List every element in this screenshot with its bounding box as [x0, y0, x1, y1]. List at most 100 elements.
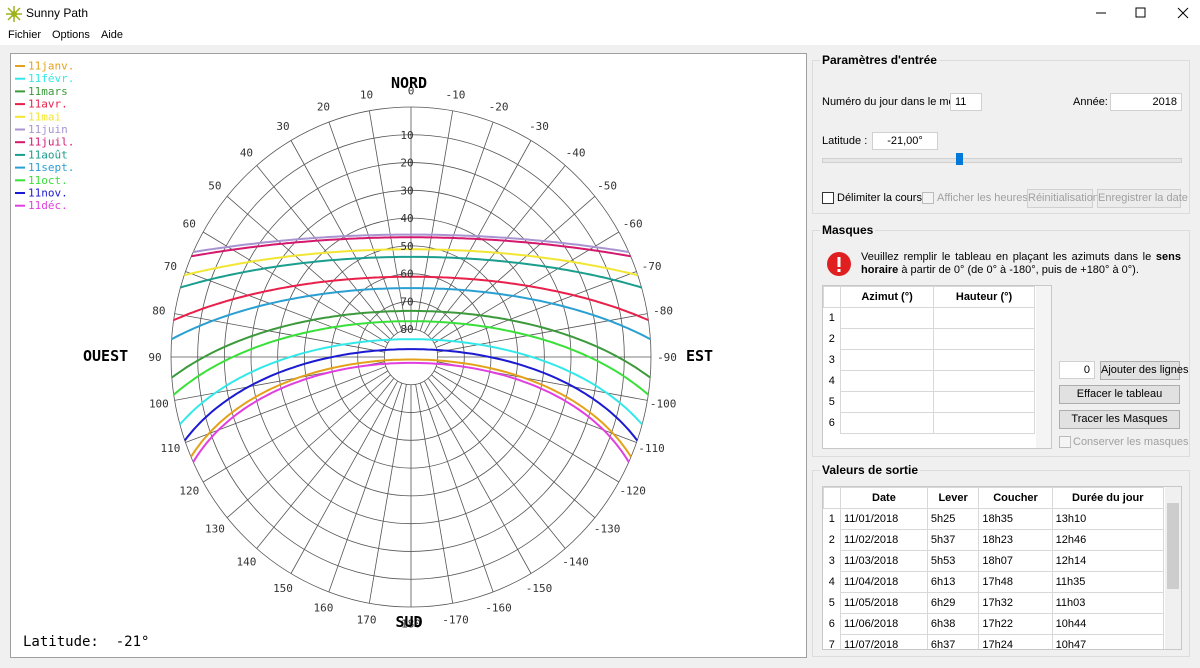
- column-header: Hauteur (°): [934, 287, 1035, 308]
- table-cell[interactable]: [934, 371, 1035, 392]
- table-cell[interactable]: 17h24: [979, 635, 1052, 651]
- table-cell[interactable]: [841, 371, 934, 392]
- row-header: 6: [824, 413, 841, 434]
- table-cell[interactable]: 18h23: [979, 530, 1052, 551]
- table-row: 411/04/20186h1317h4811h35: [824, 572, 1164, 593]
- masks-table[interactable]: Azimut (°)Hauteur (°)123456: [822, 285, 1052, 449]
- latitude-slider[interactable]: [822, 158, 1182, 163]
- table-cell[interactable]: [841, 413, 934, 434]
- table-row: 4: [824, 371, 1035, 392]
- direction-north: NORD: [391, 74, 427, 92]
- table-cell[interactable]: 6h37: [927, 635, 979, 651]
- legend-label: 11oct.: [28, 174, 68, 187]
- table-cell[interactable]: 17h32: [979, 593, 1052, 614]
- group-title: Masques: [820, 223, 875, 237]
- table-cell[interactable]: 11/03/2018: [841, 551, 928, 572]
- table-cell[interactable]: 11h35: [1052, 572, 1163, 593]
- table-cell[interactable]: 11/05/2018: [841, 593, 928, 614]
- table-cell[interactable]: [934, 413, 1035, 434]
- table-cell[interactable]: [934, 308, 1035, 329]
- azimuth-label: -60: [623, 218, 643, 231]
- scrollbar[interactable]: [1165, 487, 1181, 649]
- azimuth-label: -110: [638, 442, 665, 455]
- table-cell[interactable]: 13h10: [1052, 509, 1163, 530]
- legend-label: 11avr.: [28, 98, 68, 111]
- table-cell[interactable]: 11/07/2018: [841, 635, 928, 651]
- scrollbar[interactable]: [1036, 286, 1051, 448]
- legend-label: 11mars: [28, 85, 68, 98]
- button[interactable]: Enregistrer la date: [1097, 189, 1181, 208]
- checkbox[interactable]: [922, 192, 934, 204]
- azimuth-label: 20: [317, 100, 330, 113]
- table-cell[interactable]: 18h35: [979, 509, 1052, 530]
- table-row: 1: [824, 308, 1035, 329]
- row-header: 3: [824, 551, 841, 572]
- window-controls[interactable]: [1060, 0, 1200, 27]
- table-cell[interactable]: [841, 308, 934, 329]
- button[interactable]: Tracer les Masques: [1059, 410, 1180, 429]
- azimuth-label: 10: [360, 88, 373, 101]
- table-cell[interactable]: [934, 329, 1035, 350]
- table-cell[interactable]: 11/04/2018: [841, 572, 928, 593]
- latitude-input[interactable]: -21,00°: [872, 132, 938, 150]
- year-input[interactable]: 2018: [1110, 93, 1182, 111]
- azimuth-line: [424, 381, 531, 573]
- legend-label: 11févr.: [28, 72, 74, 85]
- menu-item[interactable]: Fichier: [8, 29, 41, 41]
- checkbox-label[interactable]: Conserver les masques: [1073, 436, 1189, 448]
- table-cell[interactable]: 18h07: [979, 551, 1052, 572]
- table-row: 211/02/20185h3718h2312h46: [824, 530, 1164, 551]
- azimuth-label: 100: [149, 397, 169, 410]
- menu-item[interactable]: Options: [52, 29, 90, 41]
- sun-path-diagram: 0102030405060708090100110120130140150160…: [10, 53, 807, 658]
- button[interactable]: Réinitialisation: [1027, 189, 1093, 208]
- table-row: 3: [824, 350, 1035, 371]
- column-header: Lever: [927, 488, 979, 509]
- table-cell[interactable]: 17h22: [979, 614, 1052, 635]
- table-cell[interactable]: [841, 392, 934, 413]
- row-header: 4: [824, 371, 841, 392]
- line-count-input[interactable]: 0: [1059, 361, 1095, 379]
- button[interactable]: Ajouter des lignes: [1100, 361, 1180, 380]
- table-cell[interactable]: 11/06/2018: [841, 614, 928, 635]
- table-cell[interactable]: 17h48: [979, 572, 1052, 593]
- azimuth-line: [420, 383, 493, 592]
- azimuth-label: 130: [205, 522, 225, 535]
- checkbox-label[interactable]: Afficher les heures: [937, 192, 1028, 204]
- azimuth-label: -10: [446, 88, 466, 101]
- table-cell[interactable]: 5h25: [927, 509, 979, 530]
- table-cell[interactable]: [841, 350, 934, 371]
- table-cell[interactable]: 11/02/2018: [841, 530, 928, 551]
- slider-thumb[interactable]: [956, 153, 963, 165]
- checkbox[interactable]: [1059, 436, 1071, 448]
- table-cell[interactable]: 6h13: [927, 572, 979, 593]
- label: Latitude :: [822, 135, 867, 147]
- table-row: 5: [824, 392, 1035, 413]
- table-cell[interactable]: [934, 392, 1035, 413]
- table-row: 6: [824, 413, 1035, 434]
- table-cell[interactable]: [841, 329, 934, 350]
- output-table[interactable]: DateLeverCoucherDurée du jour111/01/2018…: [822, 486, 1182, 650]
- checkbox-label[interactable]: Délimiter la course: [837, 192, 928, 204]
- table-cell[interactable]: 6h38: [927, 614, 979, 635]
- checkbox[interactable]: [822, 192, 834, 204]
- button[interactable]: Effacer le tableau: [1059, 385, 1180, 404]
- table-cell[interactable]: 11/01/2018: [841, 509, 928, 530]
- table-cell[interactable]: 11h03: [1052, 593, 1163, 614]
- azimuth-label: 60: [183, 218, 196, 231]
- column-header: Durée du jour: [1052, 488, 1163, 509]
- table-cell[interactable]: 12h46: [1052, 530, 1163, 551]
- table-cell[interactable]: [934, 350, 1035, 371]
- altitude-label: 20: [400, 157, 413, 170]
- day-input[interactable]: 11: [950, 93, 982, 111]
- table-cell[interactable]: 5h37: [927, 530, 979, 551]
- table-cell[interactable]: 10h47: [1052, 635, 1163, 651]
- menu-item[interactable]: Aide: [101, 29, 123, 41]
- table-cell[interactable]: 5h53: [927, 551, 979, 572]
- altitude-label: 80: [400, 323, 413, 336]
- table-cell[interactable]: 12h14: [1052, 551, 1163, 572]
- azimuth-line: [436, 367, 636, 443]
- table-cell[interactable]: 6h29: [927, 593, 979, 614]
- table-cell[interactable]: 10h44: [1052, 614, 1163, 635]
